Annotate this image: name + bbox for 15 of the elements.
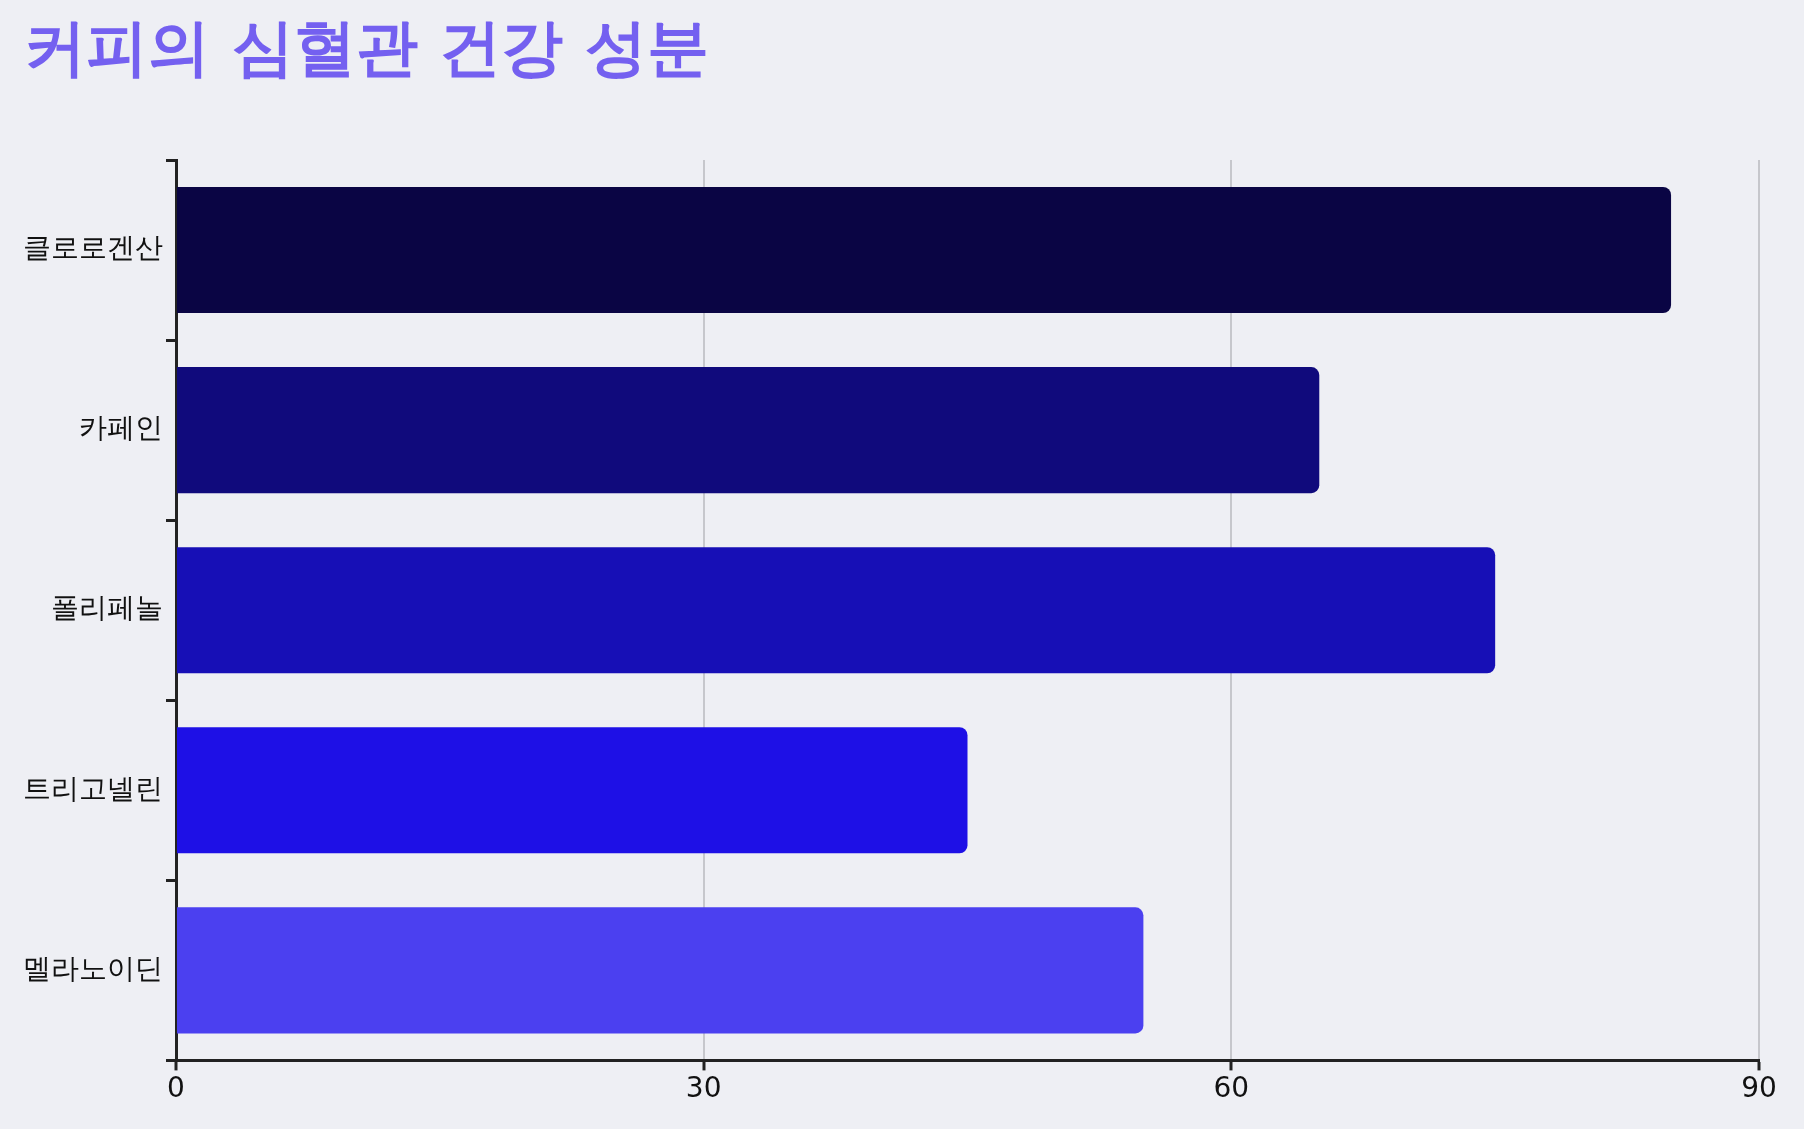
y-tick-label: 폴리페놀 (51, 591, 163, 625)
y-tick-label: 카페인 (79, 411, 163, 445)
y-tick-label: 클로로겐산 (23, 231, 163, 265)
bar (177, 907, 1144, 1034)
bar (177, 727, 968, 854)
bar (177, 547, 1496, 674)
y-tick-label: 트리고넬린 (23, 771, 163, 805)
x-tick-label: 30 (685, 1071, 722, 1105)
bar (177, 187, 1672, 314)
x-tick-label: 0 (167, 1071, 185, 1105)
x-tick-label: 90 (1741, 1071, 1777, 1105)
x-tick-label: 60 (1213, 1071, 1250, 1105)
y-tick-label: 멜라노이딘 (23, 951, 163, 985)
chart-title: 커피의 심혈관 건강 성분 (24, 10, 709, 86)
bar (177, 367, 1320, 494)
